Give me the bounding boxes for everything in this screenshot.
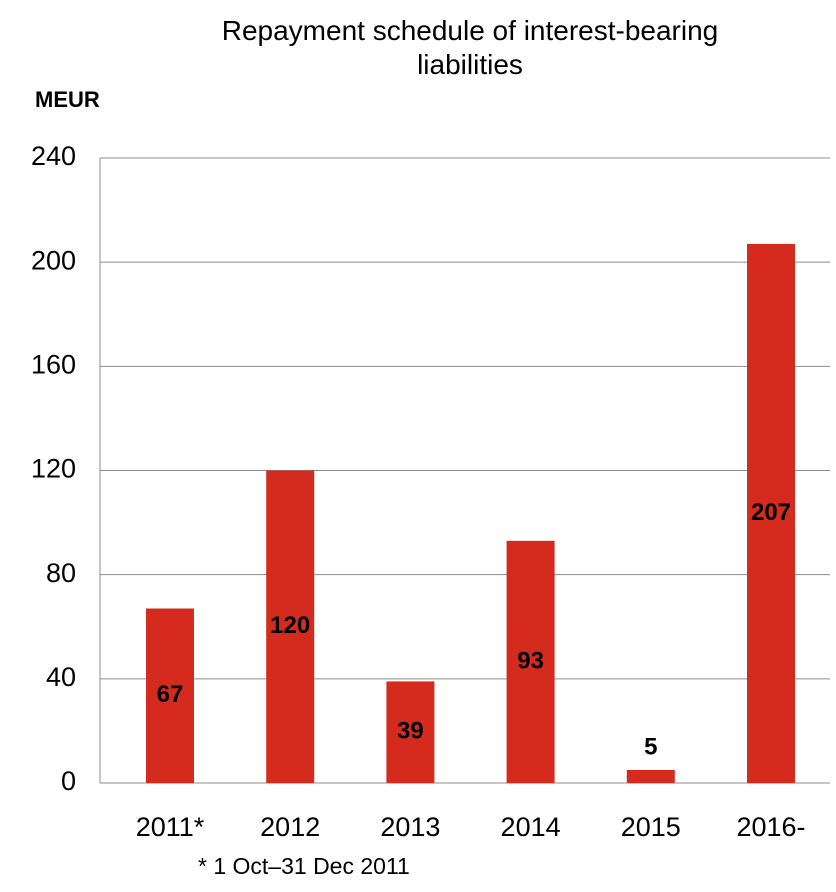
data-label: 93 — [517, 647, 544, 674]
x-tick-label: 2014 — [501, 812, 561, 842]
data-label: 67 — [157, 681, 184, 708]
y-axis-label: MEUR — [35, 87, 100, 112]
x-tick-label: 2013 — [380, 812, 440, 842]
chart-title: Repayment schedule of interest-bearing l… — [221, 15, 719, 80]
bar — [266, 470, 315, 783]
bar — [506, 540, 555, 783]
y-tick-label: 200 — [31, 245, 76, 275]
x-tick-label: 2016- — [736, 812, 805, 842]
bar — [747, 243, 795, 783]
y-tick-label: 240 — [31, 141, 76, 171]
bar — [386, 681, 435, 783]
bar — [146, 608, 194, 783]
y-tick-label: 120 — [31, 454, 76, 484]
y-tick-label: 160 — [31, 349, 76, 379]
x-tick-label: 2015 — [621, 812, 681, 842]
data-label: 207 — [751, 499, 791, 526]
x-tick-label: 2012 — [260, 812, 320, 842]
data-label: 5 — [644, 733, 657, 760]
bar — [626, 769, 675, 783]
y-tick-label: 80 — [46, 558, 76, 588]
data-label: 120 — [270, 612, 310, 639]
y-tick-label: 40 — [46, 662, 76, 692]
y-tick-label: 0 — [61, 766, 76, 796]
x-tick-label: 2011* — [136, 812, 205, 842]
footnote: * 1 Oct–31 Dec 2011 — [198, 853, 410, 879]
data-label: 39 — [397, 718, 424, 745]
